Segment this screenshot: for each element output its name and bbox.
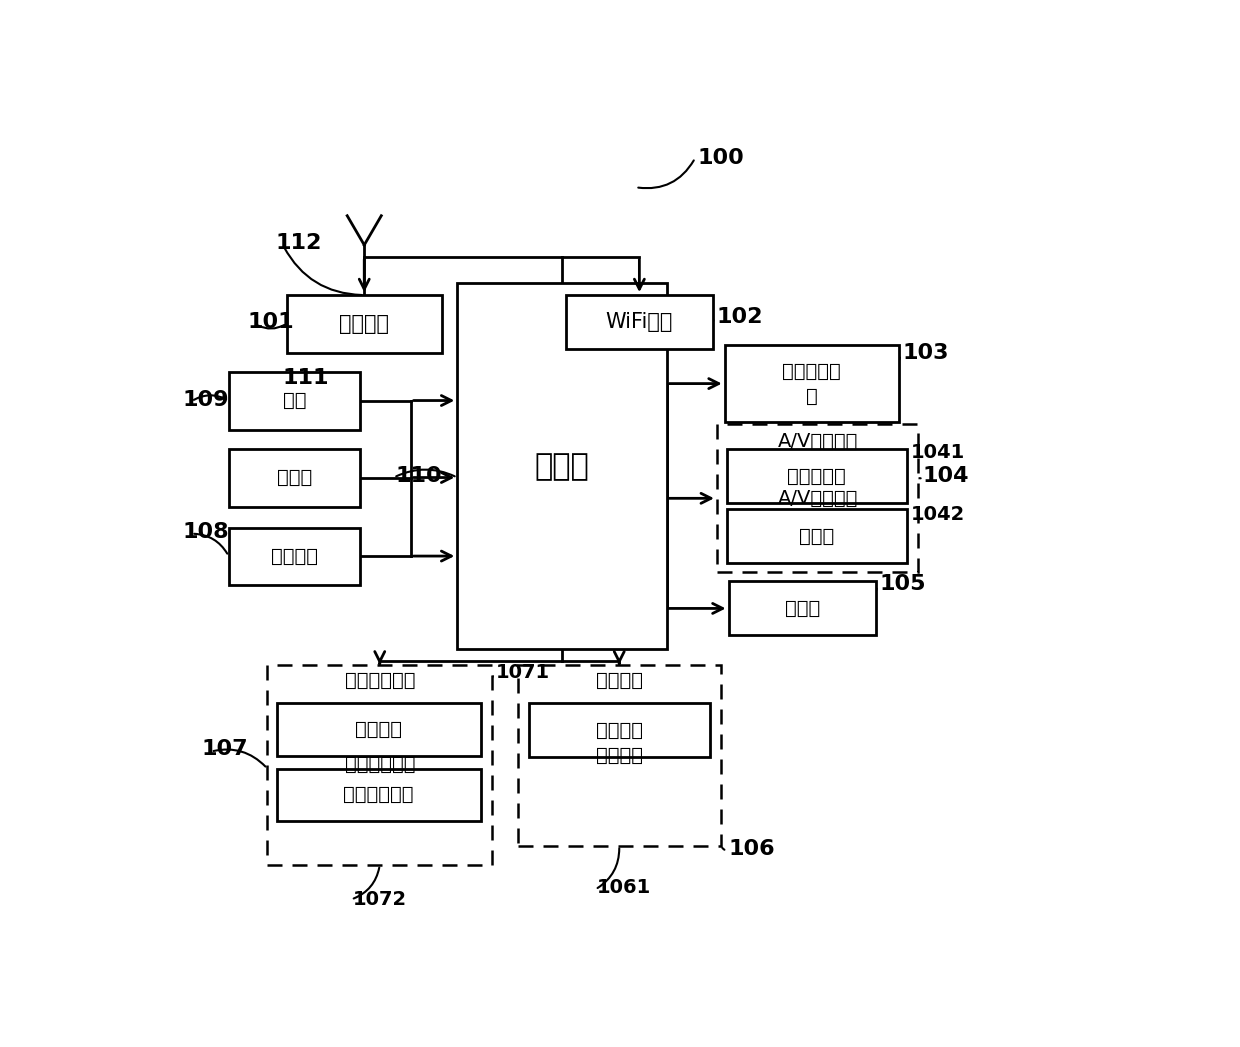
Text: 111: 111 — [283, 369, 330, 388]
Bar — [717, 424, 919, 573]
Bar — [724, 346, 899, 422]
Text: 麦克风: 麦克风 — [800, 527, 835, 545]
Text: 101: 101 — [248, 312, 295, 332]
Text: 其他输入设备: 其他输入设备 — [343, 785, 414, 804]
Text: 显示单元: 显示单元 — [595, 670, 642, 690]
Text: 显示单元: 显示单元 — [595, 745, 642, 764]
Bar — [727, 509, 906, 563]
Bar — [228, 528, 361, 585]
Text: 传感器: 传感器 — [785, 599, 820, 618]
Text: 107: 107 — [201, 739, 248, 759]
Text: 106: 106 — [729, 840, 775, 860]
Text: 1041: 1041 — [910, 443, 965, 463]
Bar — [565, 295, 713, 349]
Bar — [228, 449, 361, 507]
Text: 1061: 1061 — [596, 878, 651, 897]
Text: A/V输入单元: A/V输入单元 — [777, 489, 858, 508]
Text: 1072: 1072 — [352, 890, 407, 909]
Bar — [268, 665, 492, 865]
Bar — [277, 704, 481, 756]
Bar — [518, 665, 720, 846]
Text: 图形处理器: 图形处理器 — [787, 467, 846, 486]
Text: 108: 108 — [182, 522, 228, 542]
Text: 112: 112 — [275, 233, 321, 253]
Text: 105: 105 — [879, 574, 926, 594]
Text: 用户输入单元: 用户输入单元 — [345, 755, 415, 774]
Text: 110: 110 — [396, 466, 441, 486]
Text: 存储器: 存储器 — [277, 468, 312, 488]
Text: 1042: 1042 — [910, 505, 965, 524]
Text: 用户输入单元: 用户输入单元 — [345, 670, 415, 690]
Text: 103: 103 — [903, 342, 950, 363]
Text: 接口单元: 接口单元 — [272, 547, 317, 566]
Text: 1071: 1071 — [496, 663, 551, 682]
Text: 射频单元: 射频单元 — [340, 314, 389, 334]
Bar — [277, 768, 481, 821]
Text: 102: 102 — [717, 307, 764, 327]
Text: 处理器: 处理器 — [534, 452, 589, 481]
Bar — [228, 372, 361, 429]
Text: 109: 109 — [182, 389, 228, 409]
Bar — [458, 284, 667, 649]
Text: 显示面板: 显示面板 — [595, 720, 642, 739]
Text: 电源: 电源 — [283, 392, 306, 410]
Bar — [729, 581, 875, 636]
Text: WiFi模块: WiFi模块 — [605, 312, 673, 332]
Bar — [286, 295, 441, 353]
Text: A/V输入单元: A/V输入单元 — [777, 431, 858, 451]
Text: 音频输出单
元: 音频输出单 元 — [782, 361, 841, 405]
Bar — [528, 704, 709, 757]
Bar — [727, 449, 906, 503]
Text: 触控面板: 触控面板 — [355, 720, 402, 739]
Text: 100: 100 — [697, 148, 744, 168]
Text: 104: 104 — [923, 466, 968, 486]
